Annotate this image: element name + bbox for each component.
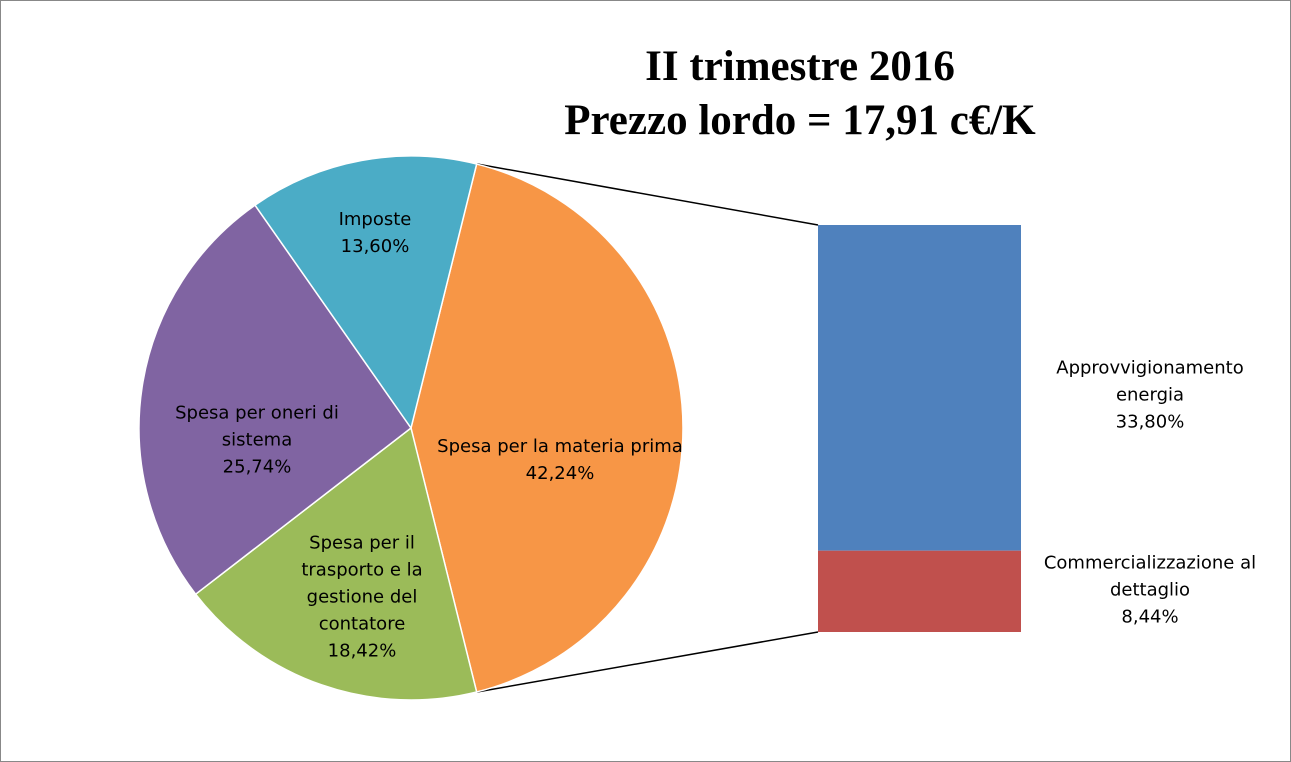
label-value: 42,24%: [525, 463, 595, 484]
connector-line: [476, 631, 819, 693]
data-label: Approvvigionamento energia 33,80%: [1025, 355, 1275, 436]
data-label: Commercializzazione al dettaglio 8,44%: [1025, 550, 1275, 631]
chart-title: II trimestre 2016: [645, 43, 955, 90]
label-name: Commercializzazione al dettaglio: [1043, 552, 1257, 601]
pie-slice: [138, 204, 413, 596]
label-name: Spesa per oneri di sistema: [175, 402, 339, 451]
label-value: 13,60%: [340, 236, 410, 257]
label-value: 25,74%: [222, 456, 292, 478]
label-value: 33,80%: [1115, 411, 1185, 433]
data-label: Spesa per il trasporto e la gestione del…: [277, 530, 447, 665]
pie-slice: [410, 163, 684, 693]
bar-segment: [818, 550, 1021, 632]
connector-line: [476, 163, 819, 226]
data-label: Spesa per oneri di sistema 25,74%: [142, 400, 372, 481]
pie-slice: [253, 155, 478, 430]
data-label: Spesa per la materia prima 42,24%: [430, 433, 690, 487]
chart-subtitle: Prezzo lordo = 17,91 c€/K: [564, 97, 1036, 144]
label-name: Approvvigionamento energia: [1056, 357, 1244, 406]
pie-slice: [194, 426, 478, 701]
label-name: Imposte: [338, 209, 412, 230]
bar-segment: [818, 225, 1021, 551]
label-value: 8,44%: [1121, 606, 1179, 628]
data-label: Imposte 13,60%: [300, 206, 450, 260]
label-value: 18,42%: [327, 640, 397, 662]
label-name: Spesa per la materia prima: [437, 436, 683, 457]
label-name: Spesa per il trasporto e la gestione del…: [301, 532, 423, 635]
